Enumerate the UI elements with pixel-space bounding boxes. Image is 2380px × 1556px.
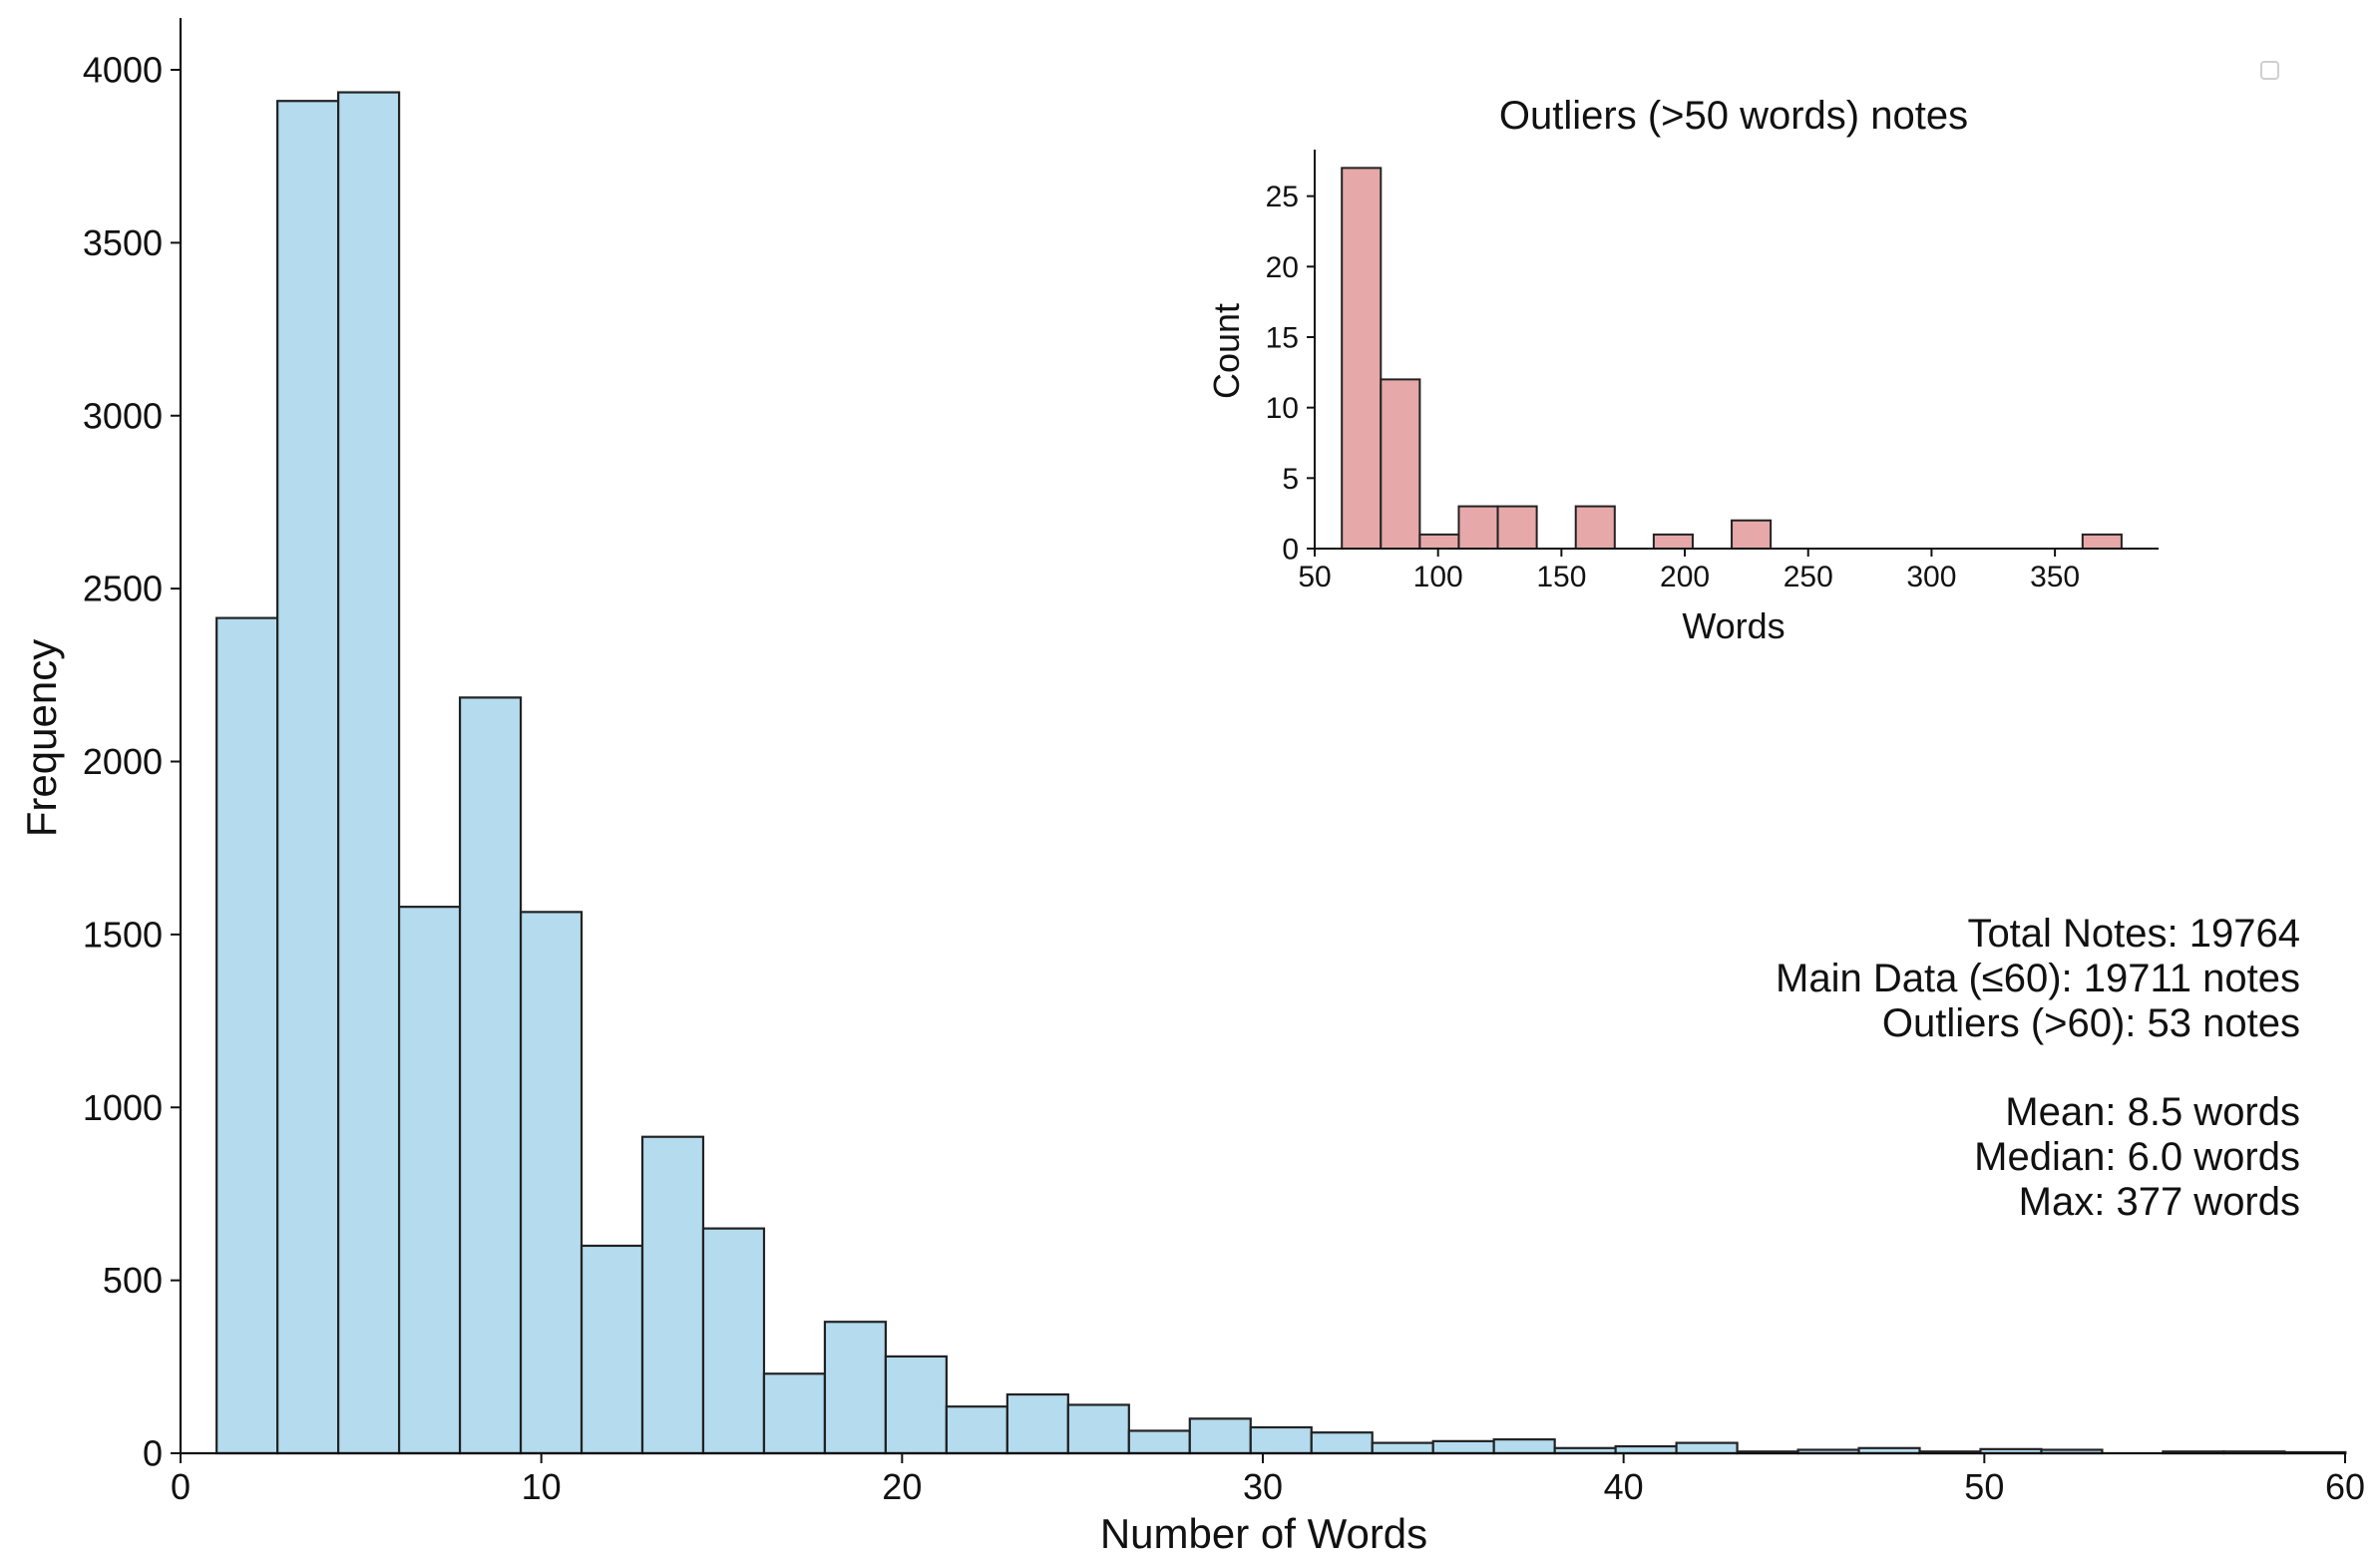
stats-total-notes: Total Notes: 19764 bbox=[1967, 912, 2300, 956]
inset-y-axis-label: Count bbox=[1206, 303, 1247, 399]
main-x-tick-label: 0 bbox=[171, 1466, 191, 1507]
main-x-tick-label: 10 bbox=[522, 1466, 562, 1507]
main-y-tick-label: 3500 bbox=[83, 222, 163, 263]
main-y-tick-label: 1000 bbox=[83, 1087, 163, 1128]
main-bar-19 bbox=[1371, 1441, 1434, 1455]
inset-y-tick-label: 10 bbox=[1266, 392, 1299, 425]
inset-x-tick-label: 100 bbox=[1413, 561, 1463, 593]
main-bar-12 bbox=[945, 1405, 1008, 1455]
main-y-ticks: 0 500 1000 1500 2000 2500 3000 3500 4000 bbox=[83, 50, 181, 1474]
stats-median: Median: 6.0 words bbox=[1974, 1135, 2300, 1179]
main-x-tick-label: 20 bbox=[882, 1466, 922, 1507]
inset-x-tick-label: 350 bbox=[2030, 561, 2080, 593]
inset-y-tick-label: 5 bbox=[1282, 463, 1299, 496]
inset-x-tick-label: 50 bbox=[1298, 561, 1331, 593]
main-bar-8 bbox=[701, 1227, 766, 1455]
inset-bar-4 bbox=[1496, 505, 1538, 550]
main-bar-16 bbox=[1188, 1417, 1252, 1455]
main-x-axis-label: Number of Words bbox=[1100, 1510, 1427, 1556]
inset-bars bbox=[1341, 167, 2123, 551]
main-histogram: 0 10 20 30 40 50 60 05001000150020002500300035… bbox=[18, 18, 2365, 1556]
main-bar-15 bbox=[1127, 1429, 1191, 1455]
inset-x-axis-label: Words bbox=[1682, 605, 1785, 646]
main-x-tick-label: 60 bbox=[2325, 1466, 2365, 1507]
main-y-axis-label: Frequency bbox=[18, 639, 65, 837]
inset-bar-8 bbox=[1652, 533, 1694, 550]
main-bar-13 bbox=[1005, 1392, 1069, 1455]
inset-x-tick-label: 150 bbox=[1536, 561, 1586, 593]
main-bar-4 bbox=[458, 696, 523, 1455]
main-bar-14 bbox=[1066, 1403, 1130, 1455]
inset-y-tick-label: 25 bbox=[1266, 181, 1299, 213]
inset-bar-6 bbox=[1574, 505, 1616, 550]
main-y-tick-label: 1500 bbox=[83, 914, 163, 955]
main-bars bbox=[215, 91, 2347, 1455]
inset-bar-1 bbox=[1380, 378, 1421, 551]
inset-bar-10 bbox=[1731, 519, 1773, 550]
inset-y-tick-label: 0 bbox=[1282, 534, 1299, 567]
inset-y-tick-label: 15 bbox=[1266, 321, 1299, 354]
main-y-tick-label: 2500 bbox=[83, 569, 163, 609]
inset-x-tick-label: 250 bbox=[1784, 561, 1833, 593]
main-y-tick-label: 4000 bbox=[83, 50, 163, 91]
stats-mean: Mean: 8.5 words bbox=[2005, 1090, 2300, 1134]
stats-max: Max: 377 words bbox=[2019, 1180, 2300, 1224]
inset-y-tick-label: 20 bbox=[1266, 251, 1299, 284]
main-x-tick-label: 50 bbox=[1964, 1466, 2004, 1507]
main-x-ticks: 0 10 20 30 40 50 60 bbox=[171, 1453, 2365, 1507]
outliers-inset-histogram: Outliers (>50 words) notes 50 100 150 200 25… bbox=[1206, 94, 2159, 646]
main-y-tick-label: 3000 bbox=[83, 395, 163, 436]
inset-y-ticks: 0 5 10 15 20 25 bbox=[1266, 181, 1315, 567]
main-bar-7 bbox=[640, 1135, 705, 1455]
main-bar-10 bbox=[823, 1321, 888, 1455]
main-bar-24 bbox=[1675, 1441, 1739, 1455]
stats-main-data: Main Data (≤60): 19711 notes bbox=[1776, 957, 2300, 1000]
main-bar-18 bbox=[1310, 1431, 1374, 1455]
legend-checkbox[interactable] bbox=[2260, 61, 2279, 80]
main-x-tick-label: 30 bbox=[1243, 1466, 1283, 1507]
inset-x-tick-label: 300 bbox=[1906, 561, 1956, 593]
main-bar-21 bbox=[1492, 1438, 1556, 1455]
inset-bar-0 bbox=[1341, 167, 1383, 550]
main-bar-17 bbox=[1249, 1425, 1313, 1455]
main-y-tick-label: 2000 bbox=[83, 741, 163, 782]
stats-annotation: Total Notes: 19764 Main Data (≤60): 1971… bbox=[1776, 912, 2300, 1224]
inset-x-tick-label: 200 bbox=[1660, 561, 1710, 593]
main-bar-1 bbox=[276, 100, 340, 1455]
main-bar-20 bbox=[1431, 1439, 1495, 1455]
inset-bar-19 bbox=[2081, 533, 2123, 550]
main-bar-11 bbox=[884, 1355, 948, 1455]
main-bar-2 bbox=[337, 91, 401, 1455]
main-y-tick-label: 500 bbox=[103, 1260, 163, 1301]
main-y-tick-label: 0 bbox=[143, 1433, 163, 1474]
main-bar-3 bbox=[397, 906, 462, 1455]
inset-x-ticks: 50 100 150 200 250 300 350 bbox=[1298, 549, 2080, 593]
inset-bar-2 bbox=[1418, 533, 1460, 550]
main-bar-5 bbox=[519, 911, 584, 1455]
stats-outliers: Outliers (>60): 53 notes bbox=[1882, 1001, 2300, 1045]
main-bar-0 bbox=[215, 616, 279, 1455]
inset-title: Outliers (>50 words) notes bbox=[1499, 94, 1968, 138]
main-bar-9 bbox=[762, 1372, 827, 1455]
inset-bar-3 bbox=[1457, 505, 1499, 550]
main-bar-6 bbox=[580, 1244, 644, 1455]
main-x-tick-label: 40 bbox=[1604, 1466, 1644, 1507]
